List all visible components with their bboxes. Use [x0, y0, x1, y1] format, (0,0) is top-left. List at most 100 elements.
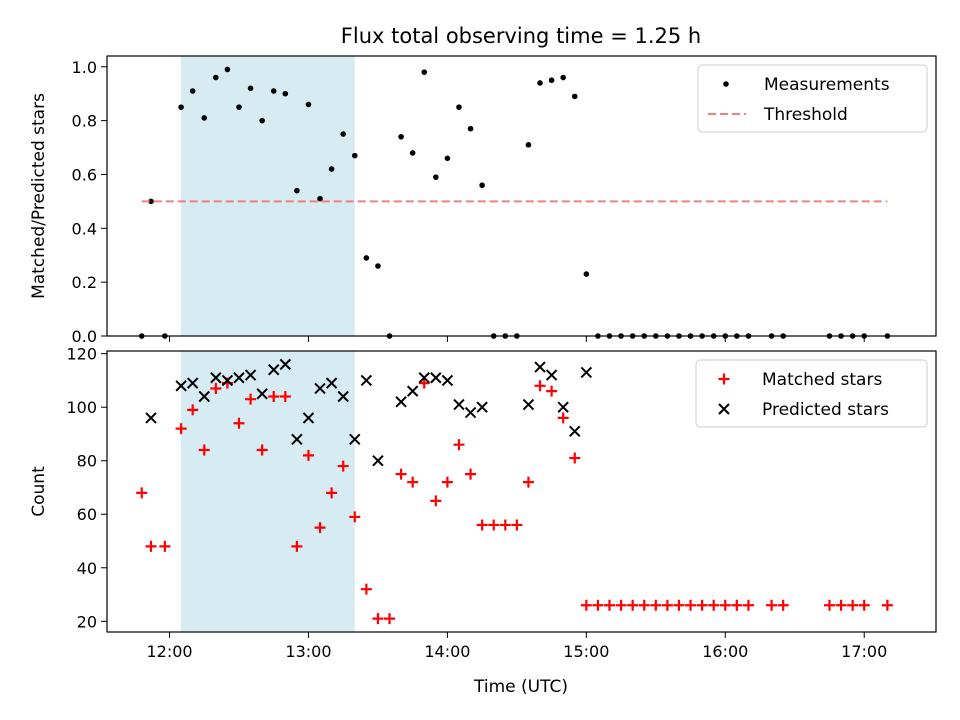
x-tick-label: 17:00 — [841, 642, 887, 661]
matched-star-point — [441, 476, 453, 488]
matched-star-point — [661, 599, 673, 611]
legend-predicted-swatch — [718, 403, 730, 415]
y-axis-label: Count — [29, 466, 49, 517]
matched-star-point — [592, 599, 604, 611]
predicted-star-point — [337, 390, 349, 403]
measurement-point — [363, 255, 370, 261]
y-tick-label: 0.2 — [72, 273, 97, 292]
matched-star-point — [499, 519, 511, 531]
predicted-star-point — [210, 372, 222, 384]
matched-star-point — [337, 460, 349, 472]
observing-span — [181, 351, 355, 632]
measurement-point — [178, 104, 184, 110]
measurement-point — [270, 88, 277, 94]
measurement-point — [375, 263, 381, 269]
matched-star-point — [777, 599, 789, 611]
matched-star-point — [453, 439, 465, 451]
axes-frame — [106, 350, 937, 633]
legend-box — [697, 64, 928, 133]
measurement-point — [525, 142, 532, 148]
predicted-star-point — [557, 401, 569, 413]
y-tick-label: 80 — [77, 452, 97, 471]
matched-star-point — [233, 417, 245, 429]
measurement-point — [548, 77, 555, 84]
measurement-point — [328, 166, 335, 172]
figure-title: Flux total observing time = 1.25 h — [341, 24, 701, 48]
y-tick-label: 0.8 — [72, 112, 97, 131]
y-tick-label: 120 — [66, 345, 97, 364]
legend-label: Predicted stars — [762, 400, 889, 420]
matched-star-point — [465, 468, 477, 480]
x-tick-label: 13:00 — [285, 642, 331, 661]
predicted-star-point — [406, 385, 419, 397]
measurement-point — [259, 117, 265, 124]
predicted-star-point — [244, 369, 257, 381]
predicted-star-point — [441, 374, 454, 387]
matched-star-point — [268, 390, 280, 402]
matched-star-point — [407, 476, 419, 488]
predicted-star-point — [256, 388, 268, 400]
matched-star-point — [881, 599, 893, 611]
legend: Matched stars Predicted stars — [695, 359, 928, 428]
measurement-point — [340, 131, 346, 137]
measurement-point — [398, 133, 404, 140]
y-tick-label: 0.6 — [72, 165, 97, 184]
legend-matched-swatch — [718, 373, 730, 385]
legend-box — [695, 359, 928, 428]
y-tick-label: 0.0 — [72, 327, 97, 346]
matched-star-point — [569, 452, 581, 464]
matched-star-point — [835, 599, 847, 611]
predicted-star-point — [372, 455, 384, 467]
measurement-point — [467, 125, 474, 132]
matched-star-point — [742, 599, 754, 611]
predicted-star-point — [145, 412, 157, 424]
predicted-star-point — [221, 374, 234, 387]
matched-star-point — [430, 495, 442, 507]
legend-label: Measurements — [764, 75, 890, 95]
measurement-point — [537, 80, 543, 86]
predicted-star-point — [464, 406, 477, 419]
predicted-star-point — [569, 425, 581, 437]
measurement-point — [305, 101, 312, 108]
measurement-point — [421, 69, 428, 75]
predicted-star-point — [430, 372, 442, 384]
y-axis-label: Matched/Predicted stars — [29, 93, 49, 299]
matched-star-point — [245, 393, 257, 405]
measurement-point — [236, 104, 242, 110]
measurement-point — [201, 115, 208, 121]
matched-star-point — [615, 599, 627, 611]
matched-star-point — [279, 390, 291, 402]
measurement-point — [560, 74, 566, 81]
matched-star-point — [627, 599, 639, 611]
matched-star-point — [326, 487, 338, 499]
measurement-point — [189, 88, 196, 94]
predicted-star-point — [476, 401, 488, 413]
matched-star-point — [719, 599, 731, 611]
x-tick-label: 15:00 — [563, 642, 609, 661]
matched-star-point — [673, 599, 685, 611]
matched-star-point — [291, 540, 303, 552]
predicted-star-point — [418, 372, 430, 384]
predicted-star-point — [233, 372, 245, 384]
matched-star-point — [145, 540, 157, 552]
matched-star-point — [159, 540, 171, 552]
legend: Measurements Threshold — [697, 64, 928, 133]
matched-star-point — [187, 404, 199, 416]
legend-label: Matched stars — [762, 370, 882, 390]
matched-star-point — [175, 423, 187, 435]
y-tick-label: 60 — [77, 505, 97, 524]
predicted-star-point — [453, 398, 465, 411]
predicted-star-point — [291, 433, 303, 446]
predicted-star-point — [349, 433, 361, 446]
matched-star-point — [708, 599, 720, 611]
x-axis-label: Time (UTC) — [473, 677, 568, 697]
matched-star-point — [476, 519, 488, 531]
predicted-star-point — [360, 374, 373, 387]
matched-star-point — [302, 449, 314, 461]
measurement-point — [433, 174, 439, 180]
matched-star-point — [488, 519, 500, 531]
predicted-star-point — [175, 380, 187, 392]
y-tick-label: 100 — [66, 398, 97, 417]
predicted-star-point — [580, 366, 593, 379]
